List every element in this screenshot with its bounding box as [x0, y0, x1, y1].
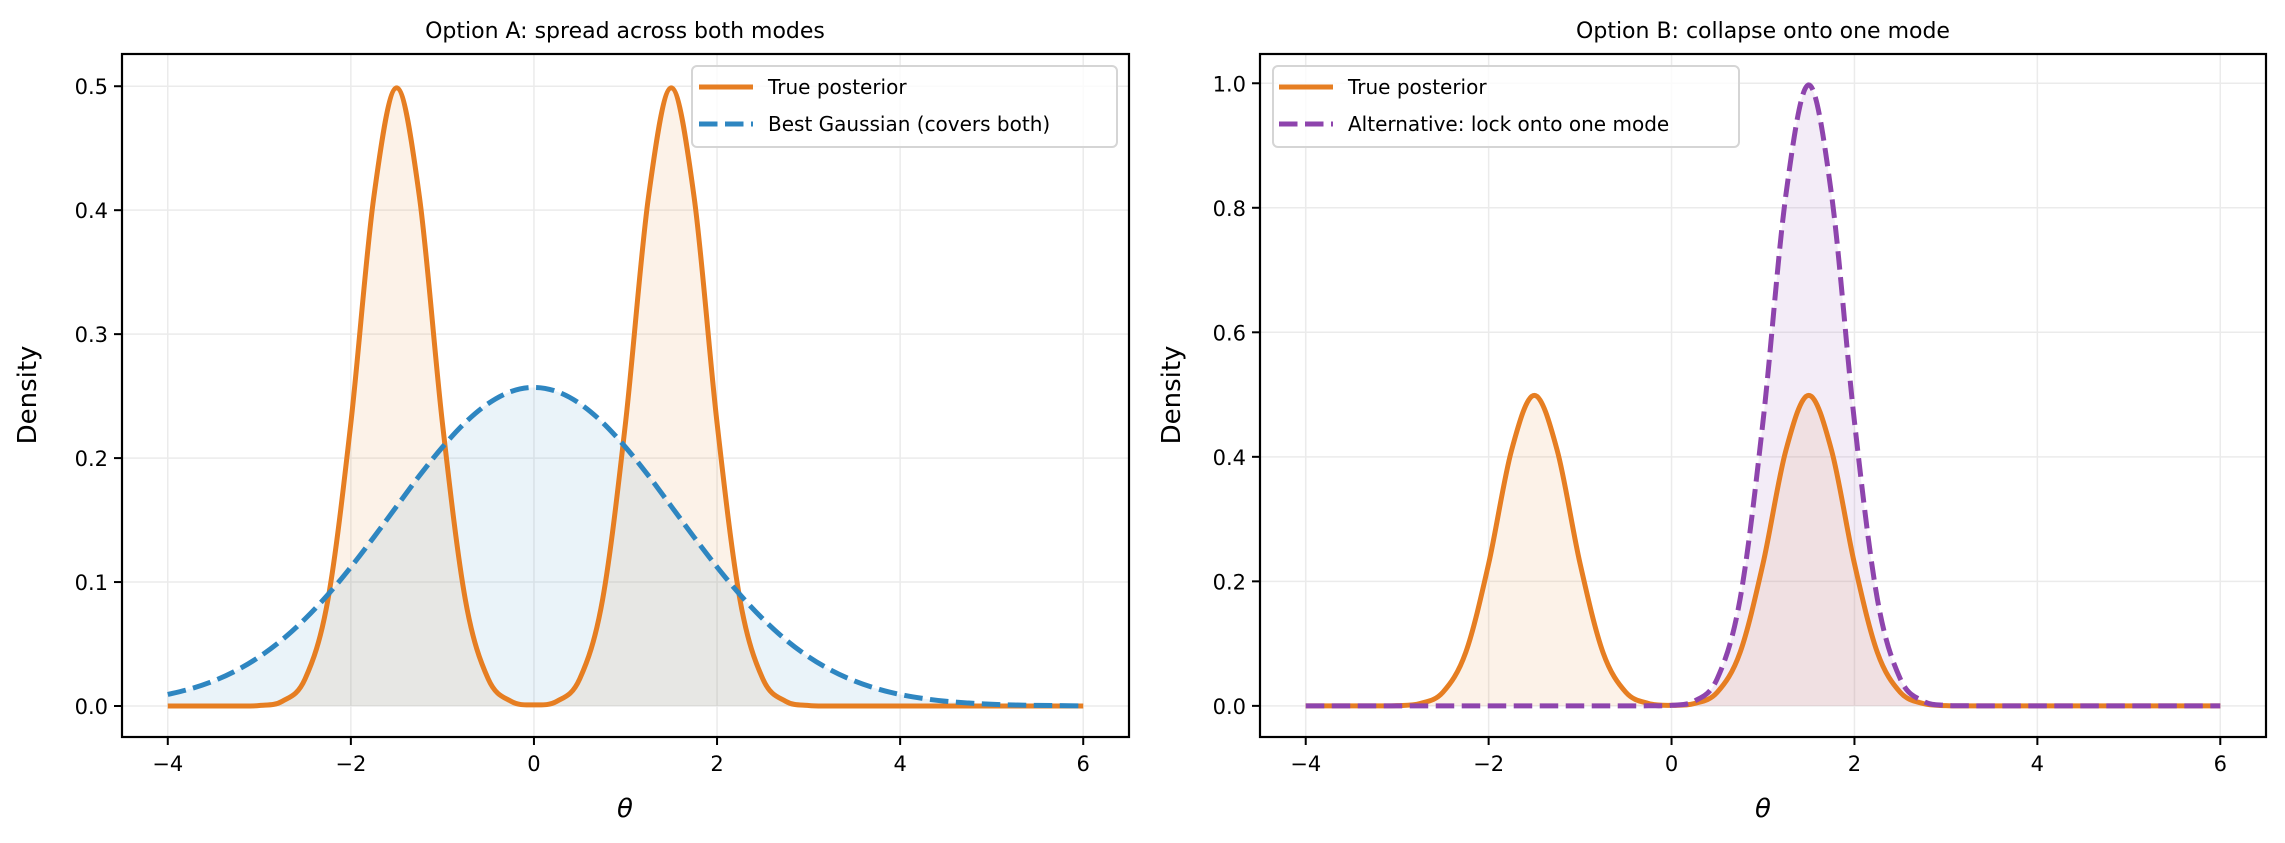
series-fills — [1305, 84, 2221, 706]
x-tick-label: 4 — [2031, 752, 2044, 776]
panel-option-b: Option B: collapse onto one mode −4 −2 0 2 4… — [1157, 19, 2268, 824]
y-tick-label: 0.3 — [75, 323, 108, 347]
grid — [1260, 54, 2266, 737]
legend-label-true-posterior: True posterior — [1347, 75, 1487, 99]
y-tick-label: 0.8 — [1213, 197, 1246, 221]
x-tick-label: 6 — [1077, 752, 1090, 776]
series-fill-alternative-lock-onto-one-mode — [1305, 84, 2221, 706]
panel-title: Option A: spread across both modes — [425, 19, 825, 44]
x-axis-label: θ — [617, 794, 633, 824]
axes-frame — [1258, 52, 2268, 739]
legend-label-alternative: Alternative: lock onto one mode — [1348, 112, 1669, 136]
series-line-alternative-lock-onto-one-mode — [1305, 82, 2221, 709]
x-tick-label: −2 — [335, 752, 366, 776]
legend-label-true-posterior: True posterior — [767, 75, 907, 99]
series-fill-true-posterior — [167, 87, 1084, 707]
x-tick-label: −2 — [1473, 752, 1504, 776]
y-tick-label: 0.5 — [75, 75, 108, 99]
legend: True posterior Best Gaussian (covers bot… — [691, 65, 1118, 148]
y-tick-label: 0.6 — [1213, 321, 1246, 345]
series-fills — [167, 87, 1084, 707]
series-line-best-gaussian-covers-both — [167, 384, 1084, 709]
x-tick-label: 4 — [893, 752, 906, 776]
series-lines — [167, 85, 1084, 709]
series-fill-true-posterior — [1305, 395, 2221, 706]
series-lines — [1305, 82, 2221, 709]
y-tick-label: 0.0 — [1213, 695, 1246, 719]
y-tick-label: 0.1 — [75, 571, 108, 595]
y-tick-label: 0.2 — [1213, 570, 1246, 594]
legend: True posterior Alternative: lock onto on… — [1272, 65, 1740, 148]
y-tick-label: 1.0 — [1213, 72, 1246, 96]
y-tick-label: 0.4 — [1213, 446, 1246, 470]
y-tick-label: 0.4 — [75, 199, 108, 223]
ticks: −4 −2 0 2 4 6 0.0 0.1 0.2 0.3 0.4 0.5 — [75, 75, 1090, 776]
series-fill-best-gaussian-covers-both — [167, 387, 1084, 707]
x-tick-label: 6 — [2214, 752, 2227, 776]
legend-label-best-gaussian: Best Gaussian (covers both) — [768, 112, 1050, 136]
x-tick-label: 0 — [527, 752, 540, 776]
panel-option-a: Option A: spread across both modes −4 −2 0… — [13, 19, 1131, 824]
grid — [122, 54, 1129, 737]
ticks: −4 −2 0 2 4 6 0.0 0.2 0.4 0.6 0.8 1.0 — [1213, 72, 2227, 776]
y-tick-label: 0.0 — [75, 695, 108, 719]
x-tick-label: 0 — [1665, 752, 1678, 776]
x-tick-label: 2 — [710, 752, 723, 776]
series-line-true-posterior — [167, 85, 1084, 709]
x-tick-label: −4 — [1290, 752, 1321, 776]
y-tick-label: 0.2 — [75, 447, 108, 471]
x-tick-label: 2 — [1848, 752, 1861, 776]
x-axis-label: θ — [1755, 794, 1771, 824]
legend-box — [1272, 65, 1740, 148]
x-tick-label: −4 — [152, 752, 183, 776]
axes-frame — [120, 52, 1131, 739]
y-axis-label: Density — [13, 346, 43, 445]
legend-box — [691, 65, 1118, 148]
panel-title: Option B: collapse onto one mode — [1576, 19, 1950, 44]
y-axis-label: Density — [1157, 346, 1187, 445]
